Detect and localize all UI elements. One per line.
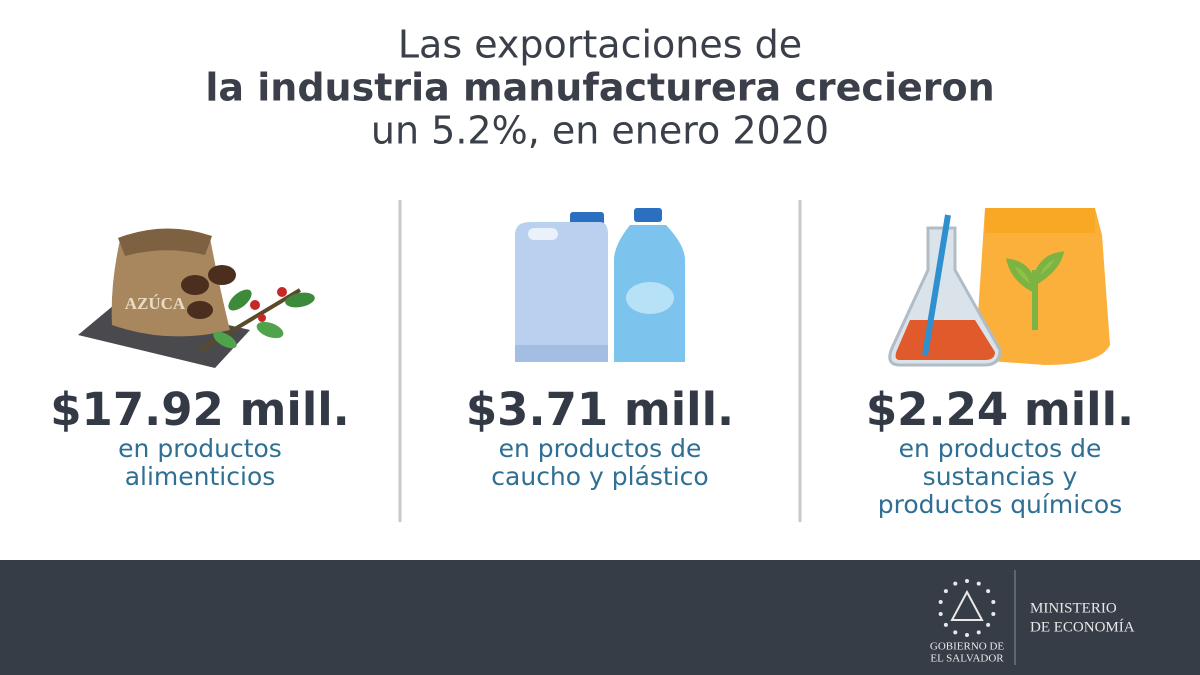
emblem-star — [943, 622, 948, 627]
amount: $17.92 mill. — [50, 383, 350, 436]
title-line: Las exportaciones de — [398, 23, 802, 67]
emblem-star — [986, 622, 991, 627]
emblem — [938, 579, 996, 637]
footer-bar — [0, 560, 1200, 675]
emblem-star — [965, 633, 969, 637]
emblem-star — [953, 630, 958, 635]
emblem-star — [991, 612, 996, 617]
ministry-line: DE ECONOMÍA — [1030, 618, 1135, 635]
description-line: en productos — [118, 434, 282, 463]
plastic-containers-illustration — [515, 208, 685, 362]
government-line: GOBIERNO DE — [930, 641, 1005, 653]
sugar-coffee-illustration: AZÚCA — [78, 228, 315, 368]
bag-label: AZÚCA — [125, 294, 186, 313]
emblem-star — [965, 579, 969, 583]
emblem-star — [991, 599, 996, 604]
emblem-star — [976, 630, 981, 635]
description-line: productos químicos — [878, 490, 1122, 519]
chemicals-illustration — [888, 208, 1110, 367]
emblem-star — [938, 599, 943, 604]
government-line: EL SALVADOR — [930, 653, 1004, 665]
ministry-line: MINISTERIO — [1030, 600, 1117, 616]
emblem-star — [938, 612, 943, 617]
amount: $2.24 mill. — [866, 383, 1134, 436]
title-line: un 5.2%, en enero 2020 — [371, 109, 829, 153]
description-line: alimenticios — [125, 462, 276, 491]
emblem-star — [953, 581, 958, 586]
description-line: en productos de — [899, 434, 1102, 463]
emblem-star — [986, 589, 991, 594]
emblem-star — [943, 589, 948, 594]
amount: $3.71 mill. — [466, 383, 734, 436]
description-line: sustancias y — [923, 462, 1078, 491]
description-line: en productos de — [499, 434, 702, 463]
title-line: la industria manufacturera crecieron — [205, 66, 994, 110]
emblem-star — [976, 581, 981, 586]
description-line: caucho y plástico — [491, 462, 708, 491]
